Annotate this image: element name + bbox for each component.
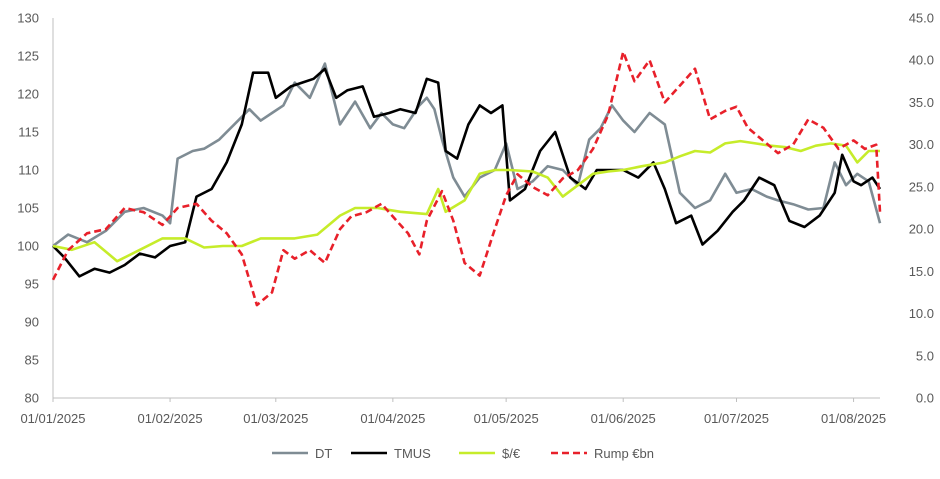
legend-label-3: Rump €bn [594, 446, 654, 461]
chart-legend: DT TMUS $/€ Rump €bn [272, 446, 654, 461]
y-left-tick-label: 125 [17, 49, 39, 64]
x-axis-ticks: 01/01/2025 01/02/2025 01/03/2025 01/04/2025… [20, 398, 886, 426]
y-axis-left-ticks: 80 85 90 95 100 105 110 115 120 125 130 [17, 11, 39, 406]
y-left-tick-label: 110 [18, 163, 39, 178]
y-right-tick-label: 20.0 [909, 222, 934, 237]
legend-label-1: TMUS [394, 446, 431, 461]
x-tick-label: 01/06/2025 [591, 411, 656, 426]
y-left-tick-label: 100 [17, 239, 39, 254]
y-left-tick-label: 80 [25, 391, 39, 406]
legend-label-2: $/€ [502, 446, 521, 461]
x-tick-label: 01/08/2025 [821, 411, 886, 426]
x-tick-label: 01/04/2025 [360, 411, 425, 426]
y-right-tick-label: 35.0 [909, 95, 934, 110]
x-tick-label: 01/03/2025 [243, 411, 308, 426]
x-tick-label: 01/07/2025 [704, 411, 769, 426]
y-left-tick-label: 120 [17, 87, 39, 102]
y-left-tick-label: 85 [25, 353, 39, 368]
y-right-tick-label: 25.0 [909, 179, 934, 194]
y-right-tick-label: 40.0 [909, 53, 934, 68]
legend-label-0: DT [315, 446, 332, 461]
y-left-tick-label: 95 [25, 277, 39, 292]
chart-axes [52, 18, 880, 399]
y-right-tick-label: 45.0 [909, 11, 934, 26]
x-tick-label: 01/05/2025 [474, 411, 539, 426]
y-right-tick-label: 10.0 [909, 306, 934, 321]
x-tick-label: 01/02/2025 [138, 411, 203, 426]
y-left-tick-label: 90 [25, 315, 39, 330]
y-left-tick-label: 105 [17, 201, 39, 216]
series-line-0 [52, 62, 882, 248]
y-right-tick-label: 30.0 [909, 137, 934, 152]
y-right-tick-label: 0.0 [916, 391, 934, 406]
y-right-tick-label: 5.0 [916, 348, 934, 363]
y-right-tick-label: 15.0 [909, 264, 934, 279]
series-line-1 [52, 67, 882, 278]
y-left-tick-label: 130 [17, 11, 39, 26]
series-line-3 [51, 50, 882, 307]
x-tick-label: 01/01/2025 [20, 411, 85, 426]
series-lines [51, 50, 882, 307]
y-left-tick-label: 115 [18, 125, 39, 140]
y-axis-right-ticks: 0.0 5.0 10.0 15.0 20.0 25.0 30.0 35.0 40.0 45.0 [909, 11, 934, 406]
